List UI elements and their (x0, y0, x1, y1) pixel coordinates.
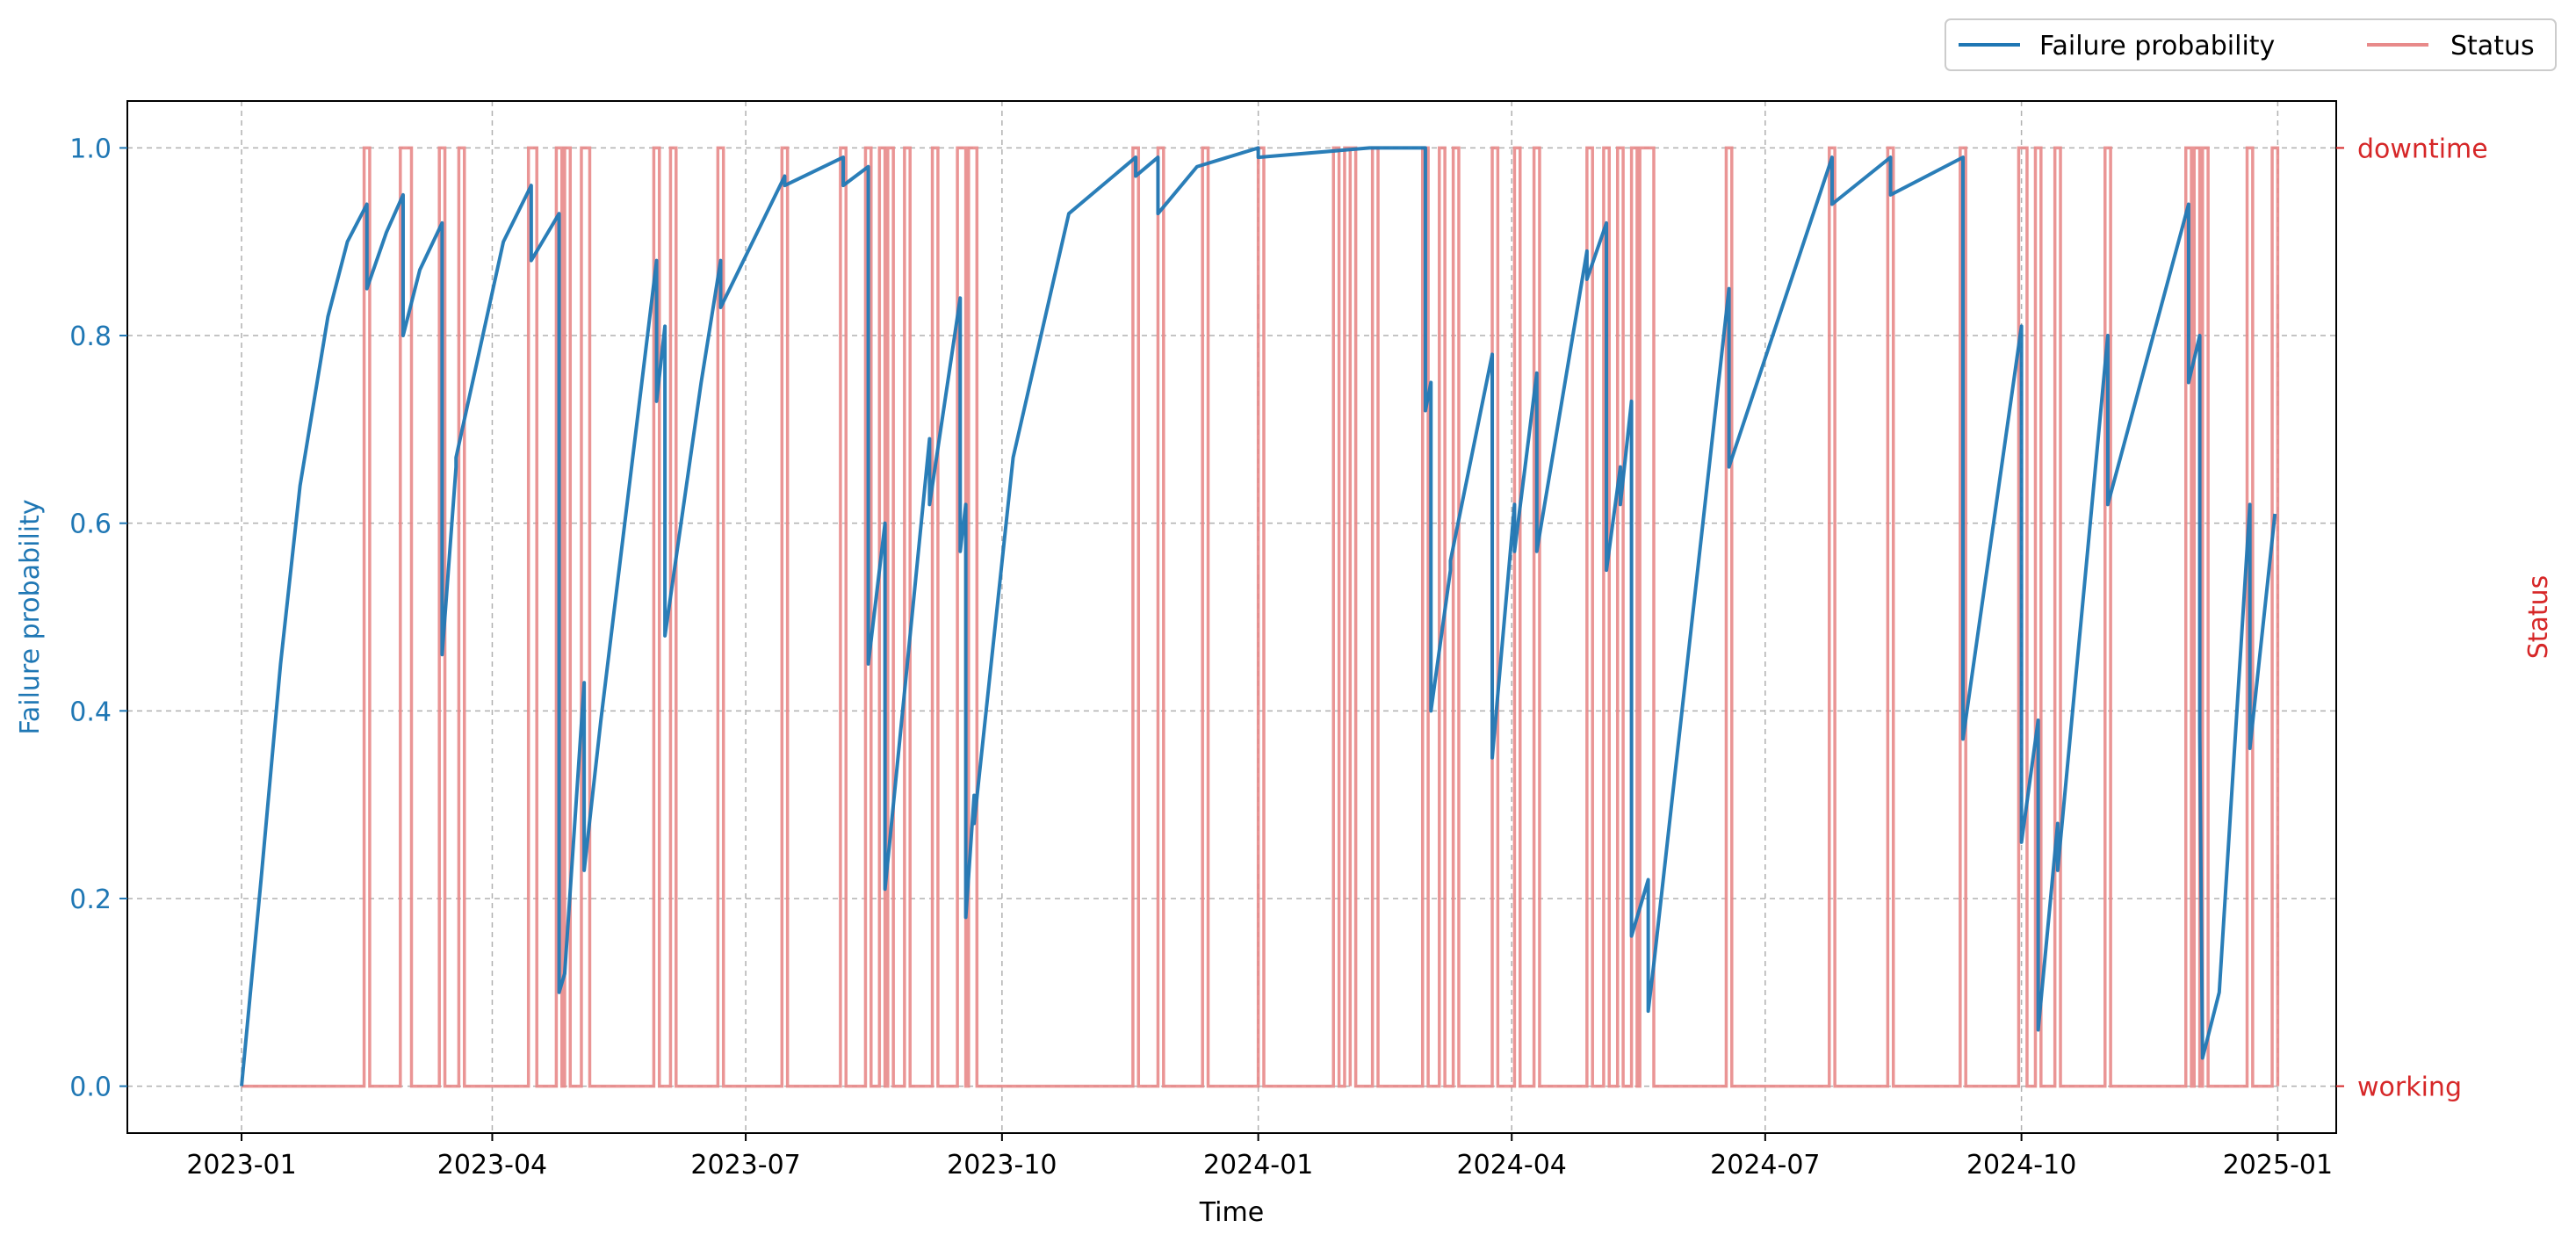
y-tick-label: 0.6 (69, 509, 112, 540)
legend: Failure probability Status (1945, 18, 2557, 71)
x-axis-label: Time (1199, 1197, 1264, 1228)
y-tick-label: 0.4 (69, 697, 112, 727)
y-tick-label: 0.2 (69, 885, 112, 915)
legend-frame (1945, 18, 2557, 71)
y-axis-right: working downtime (2336, 134, 2488, 1103)
legend-entry-status: Status (2450, 31, 2535, 61)
y-tick-label: 0.0 (69, 1072, 112, 1103)
legend-entry-failure-probability: Failure probability (2039, 31, 2275, 61)
y-axis-left: 0.0 0.2 0.4 0.6 0.8 1.0 (69, 134, 127, 1103)
x-tick-label: 2023-07 (690, 1150, 800, 1181)
x-axis: 2023-01 2023-04 2023-07 2023-10 2024-01 2024-… (186, 1133, 2333, 1181)
failure-probability-series (240, 146, 2277, 1087)
y-tick-label: 0.8 (69, 321, 112, 352)
plot-frame (126, 100, 2337, 1134)
status-line (242, 146, 2280, 1088)
x-tick-label: 2023-01 (186, 1150, 296, 1181)
x-tick-label: 2024-07 (1710, 1150, 1820, 1181)
failure-probability-line (240, 146, 2277, 1087)
status-series (242, 146, 2280, 1088)
x-tick-label: 2023-10 (947, 1150, 1057, 1181)
y-tick-label: 1.0 (69, 134, 112, 164)
x-tick-label: 2025-01 (2223, 1150, 2333, 1181)
y-axis-label: Failure probability (15, 499, 46, 734)
x-tick-label: 2024-10 (1966, 1150, 2076, 1181)
x-tick-label: 2024-01 (1203, 1150, 1313, 1181)
x-tick-label: 2024-04 (1457, 1150, 1567, 1181)
x-tick-label: 2023-04 (437, 1150, 547, 1181)
y-axis-right-label: Status (2523, 575, 2554, 660)
y-right-tick-label: downtime (2357, 134, 2488, 164)
y-right-tick-label: working (2357, 1072, 2462, 1103)
